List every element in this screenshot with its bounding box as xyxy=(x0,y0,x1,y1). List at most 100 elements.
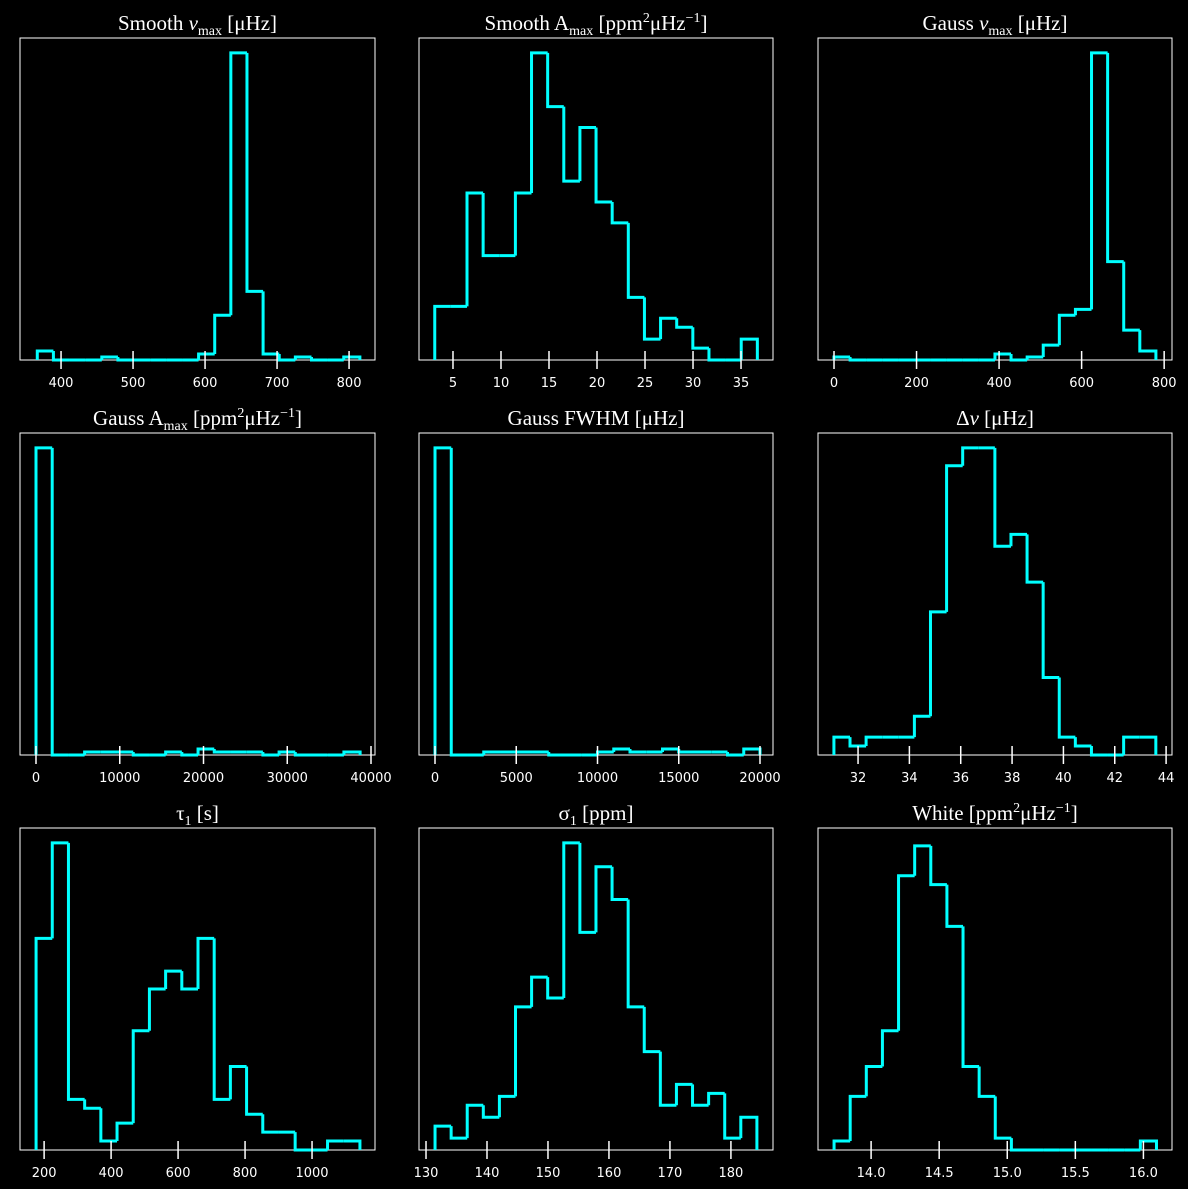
histogram-step xyxy=(562,106,580,183)
title-part: [s] xyxy=(192,801,219,825)
title-part: Smooth xyxy=(118,11,189,35)
histogram-step xyxy=(116,357,135,362)
x-tick-label: 32 xyxy=(850,771,867,786)
histogram-step xyxy=(578,842,596,934)
x-tick-label: 40 xyxy=(1055,771,1072,786)
histogram-step xyxy=(691,327,709,350)
histogram-step xyxy=(34,446,53,755)
histogram-step xyxy=(482,750,501,755)
axes-frame xyxy=(418,37,774,361)
title-part: max xyxy=(569,24,593,39)
histogram-step xyxy=(164,969,182,989)
title-part: 2 xyxy=(237,406,244,421)
panel-title: Δν [μHz] xyxy=(956,406,1034,430)
histogram-step xyxy=(929,845,947,887)
title-part: 1 xyxy=(570,814,577,829)
x-tick-label: 200 xyxy=(32,1166,57,1181)
histogram-step xyxy=(131,1029,150,1124)
histogram-step xyxy=(864,735,883,747)
title-part: Smooth A xyxy=(485,11,570,35)
histogram-step xyxy=(326,1139,344,1150)
histogram-step xyxy=(465,1103,484,1139)
x-tick-label: 0 xyxy=(431,771,439,786)
title-part: max xyxy=(164,419,188,434)
histogram-step xyxy=(513,191,532,256)
panel-title: σ1 [ppm] xyxy=(559,801,634,829)
x-tick-label: 5 xyxy=(449,376,457,391)
histogram-step xyxy=(1073,307,1092,316)
histogram-step xyxy=(196,936,215,989)
x-tick-label: 15.5 xyxy=(1061,1166,1090,1181)
x-tick-label: 34 xyxy=(901,771,918,786)
x-tick-label: 1000 xyxy=(295,1166,328,1181)
title-part: Gauss xyxy=(922,11,979,35)
title-part: 1 xyxy=(185,814,192,829)
panel-title: Smooth Amax [ppm2μHz−1] xyxy=(485,11,708,39)
title-part: 2 xyxy=(643,11,650,26)
x-tick-label: 0 xyxy=(830,376,838,391)
histogram-step xyxy=(546,977,564,1000)
histogram-step xyxy=(530,975,548,1007)
histogram-step xyxy=(147,987,166,1031)
histogram-step xyxy=(1025,355,1044,360)
panel-title: White [ppm2μHz−1] xyxy=(912,801,1078,825)
histogram-step xyxy=(1122,735,1140,755)
x-tick-label: 38 xyxy=(1004,771,1021,786)
x-tick-label: 10000 xyxy=(577,771,618,786)
x-tick-label: 400 xyxy=(987,376,1012,391)
title-part: μHz xyxy=(650,11,686,35)
histogram-step xyxy=(293,355,312,360)
histogram-step xyxy=(293,752,312,757)
histogram-step xyxy=(433,1124,452,1150)
histogram-step xyxy=(1041,582,1060,679)
histogram-step xyxy=(726,752,744,757)
histogram-step xyxy=(675,318,693,329)
x-tick-label: 700 xyxy=(265,376,290,391)
x-tick-label: 15.0 xyxy=(993,1166,1022,1181)
histogram-step xyxy=(642,1006,661,1054)
histogram-step xyxy=(180,971,199,991)
histogram-step xyxy=(197,352,215,360)
histogram-step xyxy=(309,357,328,362)
title-part: [ppm xyxy=(188,406,238,430)
histogram-step xyxy=(261,752,280,757)
title-part: [μHz] xyxy=(1013,11,1068,35)
x-tick-label: 0 xyxy=(32,771,40,786)
histogram-step xyxy=(1089,746,1108,757)
title-part: [μHz] xyxy=(222,11,277,35)
histogram-step xyxy=(1073,737,1092,748)
histogram-step xyxy=(449,1126,468,1140)
title-part: −1 xyxy=(686,11,701,26)
histogram-step xyxy=(707,348,726,362)
histogram-step xyxy=(723,1093,741,1140)
histogram-step xyxy=(945,884,964,928)
histogram-step xyxy=(913,844,931,876)
title-part: [ppm xyxy=(593,11,643,35)
histogram-step xyxy=(1138,330,1158,360)
histogram-step xyxy=(848,737,867,748)
title-part: Gauss A xyxy=(93,406,164,430)
histogram-step xyxy=(1090,51,1108,310)
histogram-step xyxy=(196,747,215,755)
histogram-step xyxy=(1009,354,1028,362)
histogram-step xyxy=(1057,677,1076,739)
histogram-step xyxy=(1122,261,1140,332)
histogram-step xyxy=(277,750,296,755)
x-tick-label: 400 xyxy=(99,1166,124,1181)
x-tick-label: 200 xyxy=(904,376,929,391)
x-tick-label: 20000 xyxy=(183,771,224,786)
title-part: −1 xyxy=(1056,801,1071,816)
title-part: White [ppm xyxy=(912,801,1013,825)
axes-frame xyxy=(19,37,376,361)
histogram-step xyxy=(449,447,468,757)
histogram-step xyxy=(674,1082,693,1106)
histogram-step xyxy=(1041,343,1060,358)
x-tick-label: 800 xyxy=(337,376,362,391)
axes-frame xyxy=(19,432,376,756)
x-tick-label: 20000 xyxy=(739,771,780,786)
histogram-step xyxy=(131,752,150,757)
title-part: μHz xyxy=(244,406,280,430)
histogram-step xyxy=(100,355,118,360)
histogram-step xyxy=(612,747,631,753)
